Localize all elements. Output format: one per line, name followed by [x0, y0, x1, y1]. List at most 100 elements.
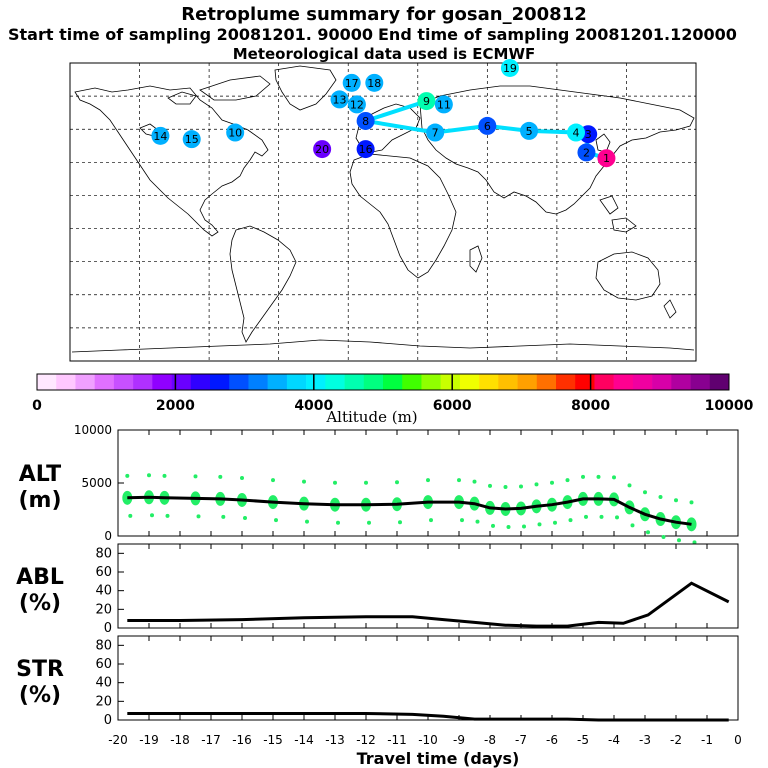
x-tick-label: -11	[387, 733, 407, 747]
x-tick-label: -10	[418, 733, 438, 747]
colorbar-swatch	[690, 374, 711, 390]
altitude-dot	[395, 480, 399, 485]
altitude-dot	[367, 520, 371, 525]
altitude-dot	[692, 540, 697, 545]
colorbar-swatch	[344, 374, 365, 390]
x-tick-label: -12	[356, 733, 376, 747]
colorbar-swatch	[56, 374, 76, 390]
altitude-dot	[553, 520, 557, 525]
series-line-abl	[127, 581, 730, 628]
plume-point	[577, 143, 596, 162]
altitude-dot	[165, 513, 170, 518]
altitude-dot	[333, 480, 337, 485]
colorbar-swatch	[536, 374, 557, 390]
altitude-dot	[162, 473, 167, 478]
colorbar-swatch	[171, 374, 192, 390]
altitude-dot	[475, 519, 480, 524]
y-tick-label: 0	[104, 529, 112, 543]
altitude-dot	[302, 479, 306, 484]
panel-unit: (%)	[19, 591, 61, 616]
altitude-dot	[643, 490, 647, 495]
colorbar-swatch	[325, 374, 345, 390]
plume-point	[520, 121, 539, 140]
colorbar-swatch	[133, 374, 153, 390]
colorbar-swatch	[248, 374, 268, 390]
altitude-dot	[519, 484, 523, 489]
plume-point	[426, 123, 445, 142]
x-tick-label: -18	[170, 733, 190, 747]
x-tick-labels: -20 -19 -18 -17 -16 -15 -14 -13 -12 -11 -10 -9 -8 -7-…	[108, 733, 742, 747]
altitude-dot	[646, 530, 650, 535]
x-axis-label: Travel time (days)	[357, 749, 520, 768]
altitude-dot	[596, 474, 601, 479]
altitude-dot	[196, 514, 201, 519]
altitude-dot	[472, 479, 477, 484]
altitude-dot	[488, 483, 492, 488]
altitude-dot	[581, 474, 585, 479]
altitude-dot	[305, 519, 309, 524]
altitude-dot	[537, 522, 542, 527]
series-line-alt	[127, 495, 692, 526]
plume-point-label: 4	[573, 127, 580, 140]
altitude-dot	[506, 524, 511, 529]
plume-point-label: 6	[484, 120, 491, 133]
colorbar-swatch	[75, 374, 95, 390]
altitude-colorbar	[36, 373, 730, 391]
altitude-dot	[364, 480, 368, 485]
altitude-dot	[550, 480, 554, 485]
altitude-dot	[150, 513, 154, 518]
x-tick-label: -19	[139, 733, 159, 747]
altitude-dot	[218, 474, 223, 479]
colorbar-swatch	[671, 374, 691, 390]
plume-point-label: 7	[432, 127, 439, 140]
panel-unit: (%)	[19, 683, 61, 708]
panel-label: ABL	[16, 565, 64, 590]
plume-point	[434, 95, 453, 114]
colorbar-swatch	[517, 374, 538, 390]
x-tick-label: -9	[453, 733, 465, 747]
plume-point	[347, 95, 366, 114]
colorbar-swatch	[479, 374, 499, 390]
x-tick-label: -3	[639, 733, 651, 747]
altitude-dot	[221, 514, 226, 519]
altitude-dot	[147, 473, 151, 478]
plume-point	[417, 92, 436, 111]
colorbar-swatch	[594, 374, 614, 390]
y-tick-label: 20	[95, 602, 112, 617]
plume-point-label: 17	[345, 77, 359, 90]
plume-point	[330, 90, 349, 109]
colorbar-swatch	[402, 374, 422, 390]
plume-point-label: 12	[350, 98, 364, 111]
colorbar-swatch	[286, 374, 307, 390]
colorbar-swatch	[556, 374, 576, 390]
plume-point-label: 2	[583, 146, 590, 159]
altitude-dot	[491, 523, 495, 528]
altitude-dot	[612, 475, 616, 480]
y-tick-label: 80	[95, 546, 112, 561]
altitude-dot	[534, 482, 539, 487]
plume-point	[356, 140, 375, 159]
plume-point-label: 19	[503, 62, 517, 75]
altitude-dot	[128, 513, 133, 518]
plume-point	[182, 130, 201, 149]
altitude-dot	[658, 495, 663, 500]
altitude-blob	[122, 490, 133, 505]
y-tick-label: 80	[95, 638, 112, 653]
colorbar-swatch	[383, 374, 403, 390]
plume-point	[342, 73, 361, 92]
x-tick-label: -15	[263, 733, 283, 747]
x-tick-label: -5	[577, 733, 589, 747]
end-time-text: End time of sampling 20081201.120000	[378, 25, 737, 44]
altitude-dot	[661, 535, 666, 540]
colorbar-swatch	[152, 374, 172, 390]
plume-point-label: 5	[526, 125, 533, 138]
y-tick-label: 0	[104, 621, 112, 636]
colorbar-tick-label: 4000	[294, 398, 333, 414]
x-tick-label: -6	[546, 733, 558, 747]
y-tick-label: 60	[95, 565, 112, 580]
colorbar-swatch	[210, 374, 230, 390]
altitude-dot	[125, 473, 130, 478]
x-tick-label: -7	[515, 733, 527, 747]
panel-alt: 0 5000 10000 ALT(m)	[18, 423, 739, 545]
